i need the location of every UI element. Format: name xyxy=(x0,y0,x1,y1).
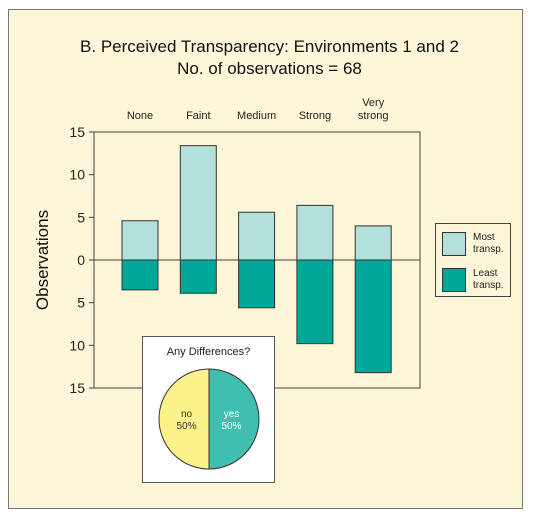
inset-title: Any Differences? xyxy=(166,346,251,358)
y-tick-label: 15 xyxy=(69,380,85,396)
legend-swatch-most xyxy=(442,232,466,256)
bar-most-transp xyxy=(296,204,334,261)
bar-most-transp xyxy=(354,225,392,261)
pie-label-yes: yes xyxy=(224,409,240,420)
y-tick-label: 10 xyxy=(69,167,85,183)
chart-subtitle: No. of observations = 68 xyxy=(177,59,362,78)
chart-title: B. Perceived Transparency: Environments … xyxy=(80,37,459,56)
legend-label-least-line2: transp. xyxy=(473,280,504,291)
category-label: Faint xyxy=(186,110,210,122)
category-label: Very xyxy=(362,97,385,109)
legend-label-most-line1: Most xyxy=(473,232,495,243)
bar-least-transp xyxy=(121,259,159,291)
category-label: Medium xyxy=(237,110,276,122)
legend: Most transp. Least transp. xyxy=(435,223,511,297)
legend-label-most: Most transp. xyxy=(473,232,504,256)
legend-label-least: Least transp. xyxy=(473,268,504,292)
legend-swatch-least xyxy=(442,268,466,292)
bar-least-transp xyxy=(179,259,217,294)
bar-most-transp xyxy=(238,211,276,261)
category-label: Strong xyxy=(299,110,331,122)
pie-slice-yes xyxy=(208,368,260,470)
legend-item-least: Least transp. xyxy=(442,268,510,296)
y-tick-label: 5 xyxy=(77,209,85,225)
pie-label-no: no xyxy=(181,409,193,420)
pie-slice-no xyxy=(158,368,210,470)
y-tick-label: 10 xyxy=(69,337,85,353)
legend-label-most-line2: transp. xyxy=(473,244,504,255)
y-tick-label: 15 xyxy=(69,124,85,140)
category-label: strong xyxy=(358,110,389,122)
bar-most-transp xyxy=(121,220,159,261)
bar-least-transp xyxy=(354,259,392,374)
y-tick-label: 0 xyxy=(77,252,85,268)
y-axis-label: Observations xyxy=(33,210,52,310)
category-label: None xyxy=(127,110,153,122)
inset-pie-panel: Any Differences? no 50% yes 50% xyxy=(142,336,275,483)
legend-item-most: Most transp. xyxy=(442,232,510,260)
bar-least-transp xyxy=(296,259,334,345)
y-tick-label: 5 xyxy=(77,295,85,311)
pie-pct-yes: 50% xyxy=(221,421,241,432)
legend-label-least-line1: Least xyxy=(473,268,498,279)
bar-most-transp xyxy=(179,145,217,261)
pie-pct-no: 50% xyxy=(176,421,196,432)
bar-least-transp xyxy=(238,259,276,309)
